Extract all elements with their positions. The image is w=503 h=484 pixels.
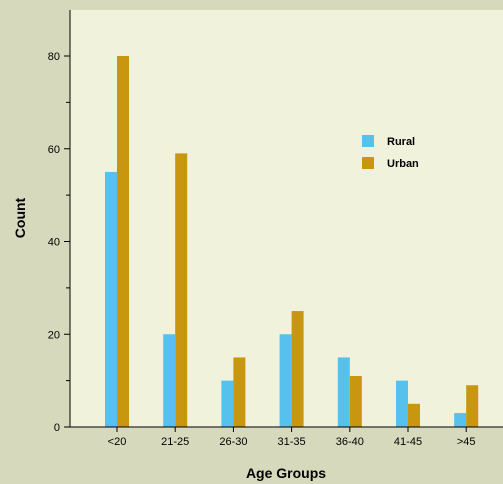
x-tick-label: 26-30	[219, 436, 247, 448]
legend-swatch-urban	[362, 157, 374, 169]
legend-label-urban: Urban	[387, 158, 419, 170]
legend: Rural Urban	[362, 135, 419, 170]
bar-rural	[105, 171, 117, 427]
bar-urban	[349, 375, 362, 427]
bar-urban	[117, 56, 129, 427]
bar-rural	[337, 357, 350, 427]
y-tick-label: 0	[54, 422, 60, 434]
bar-urban	[466, 385, 479, 427]
x-axis-title: Age Groups	[246, 465, 326, 481]
y-axis-title: Count	[12, 197, 28, 238]
y-ticks-group: 0 20 40 60 80	[48, 51, 70, 434]
legend-label-rural: Rural	[387, 136, 415, 148]
y-tick-label: 60	[48, 144, 60, 156]
bar-urban	[175, 153, 188, 427]
y-tick-label: 20	[48, 329, 60, 341]
y-tick-label: 80	[48, 51, 60, 63]
bar-rural	[454, 413, 467, 427]
x-tick-label: >45	[457, 436, 476, 448]
bar-rural	[221, 380, 234, 427]
bar-urban	[408, 403, 420, 427]
x-ticks-group: <20 21-25 26-30 31-35 36-40 41-45 >45	[108, 427, 476, 448]
x-tick-label: 31-35	[278, 436, 306, 448]
x-tick-label: <20	[108, 436, 127, 448]
bars-group	[105, 56, 479, 427]
x-tick-label: 21-25	[161, 436, 189, 448]
x-tick-label: 36-40	[336, 436, 364, 448]
bar-rural	[396, 380, 408, 427]
y-tick-label: 40	[48, 237, 60, 249]
x-tick-label: 41-45	[394, 436, 422, 448]
bar-rural	[163, 334, 176, 427]
bar-urban	[291, 311, 304, 427]
legend-swatch-rural	[362, 135, 374, 147]
bar-rural	[279, 334, 292, 427]
bar-urban	[233, 357, 246, 427]
